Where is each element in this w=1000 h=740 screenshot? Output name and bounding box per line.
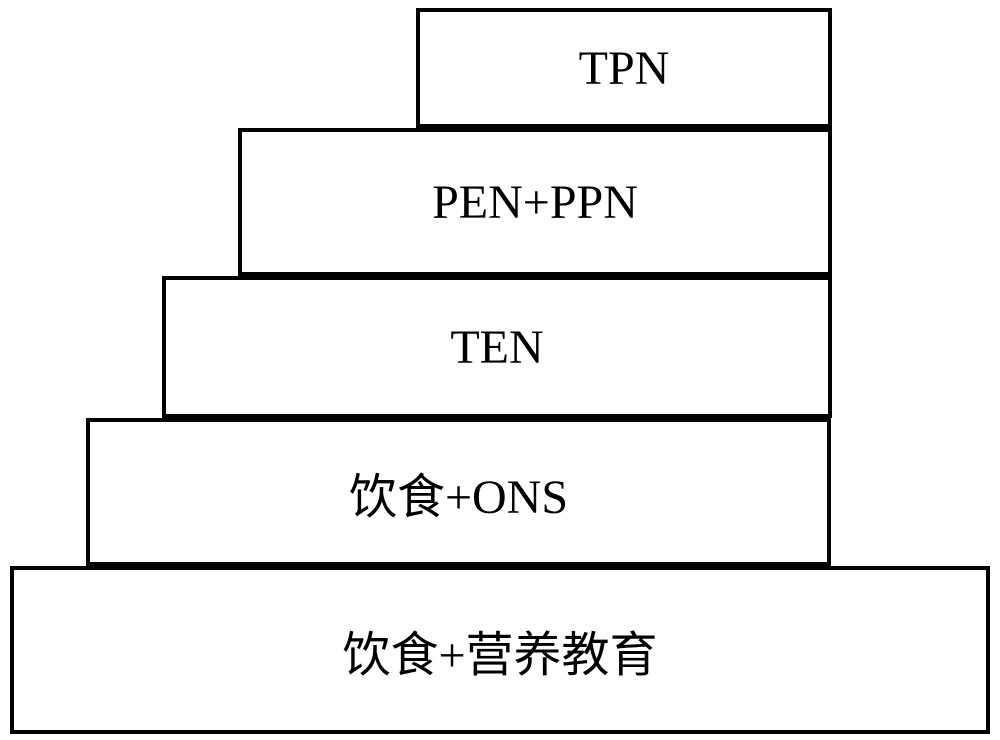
step-5-tpn: TPN (416, 8, 832, 128)
step-2-diet-ons: 饮食+ONS (86, 418, 831, 566)
step-1-diet-education: 饮食+营养教育 (10, 566, 990, 734)
step-3-ten: TEN (162, 276, 832, 418)
step-4-pen-ppn: PEN+PPN (238, 128, 832, 276)
